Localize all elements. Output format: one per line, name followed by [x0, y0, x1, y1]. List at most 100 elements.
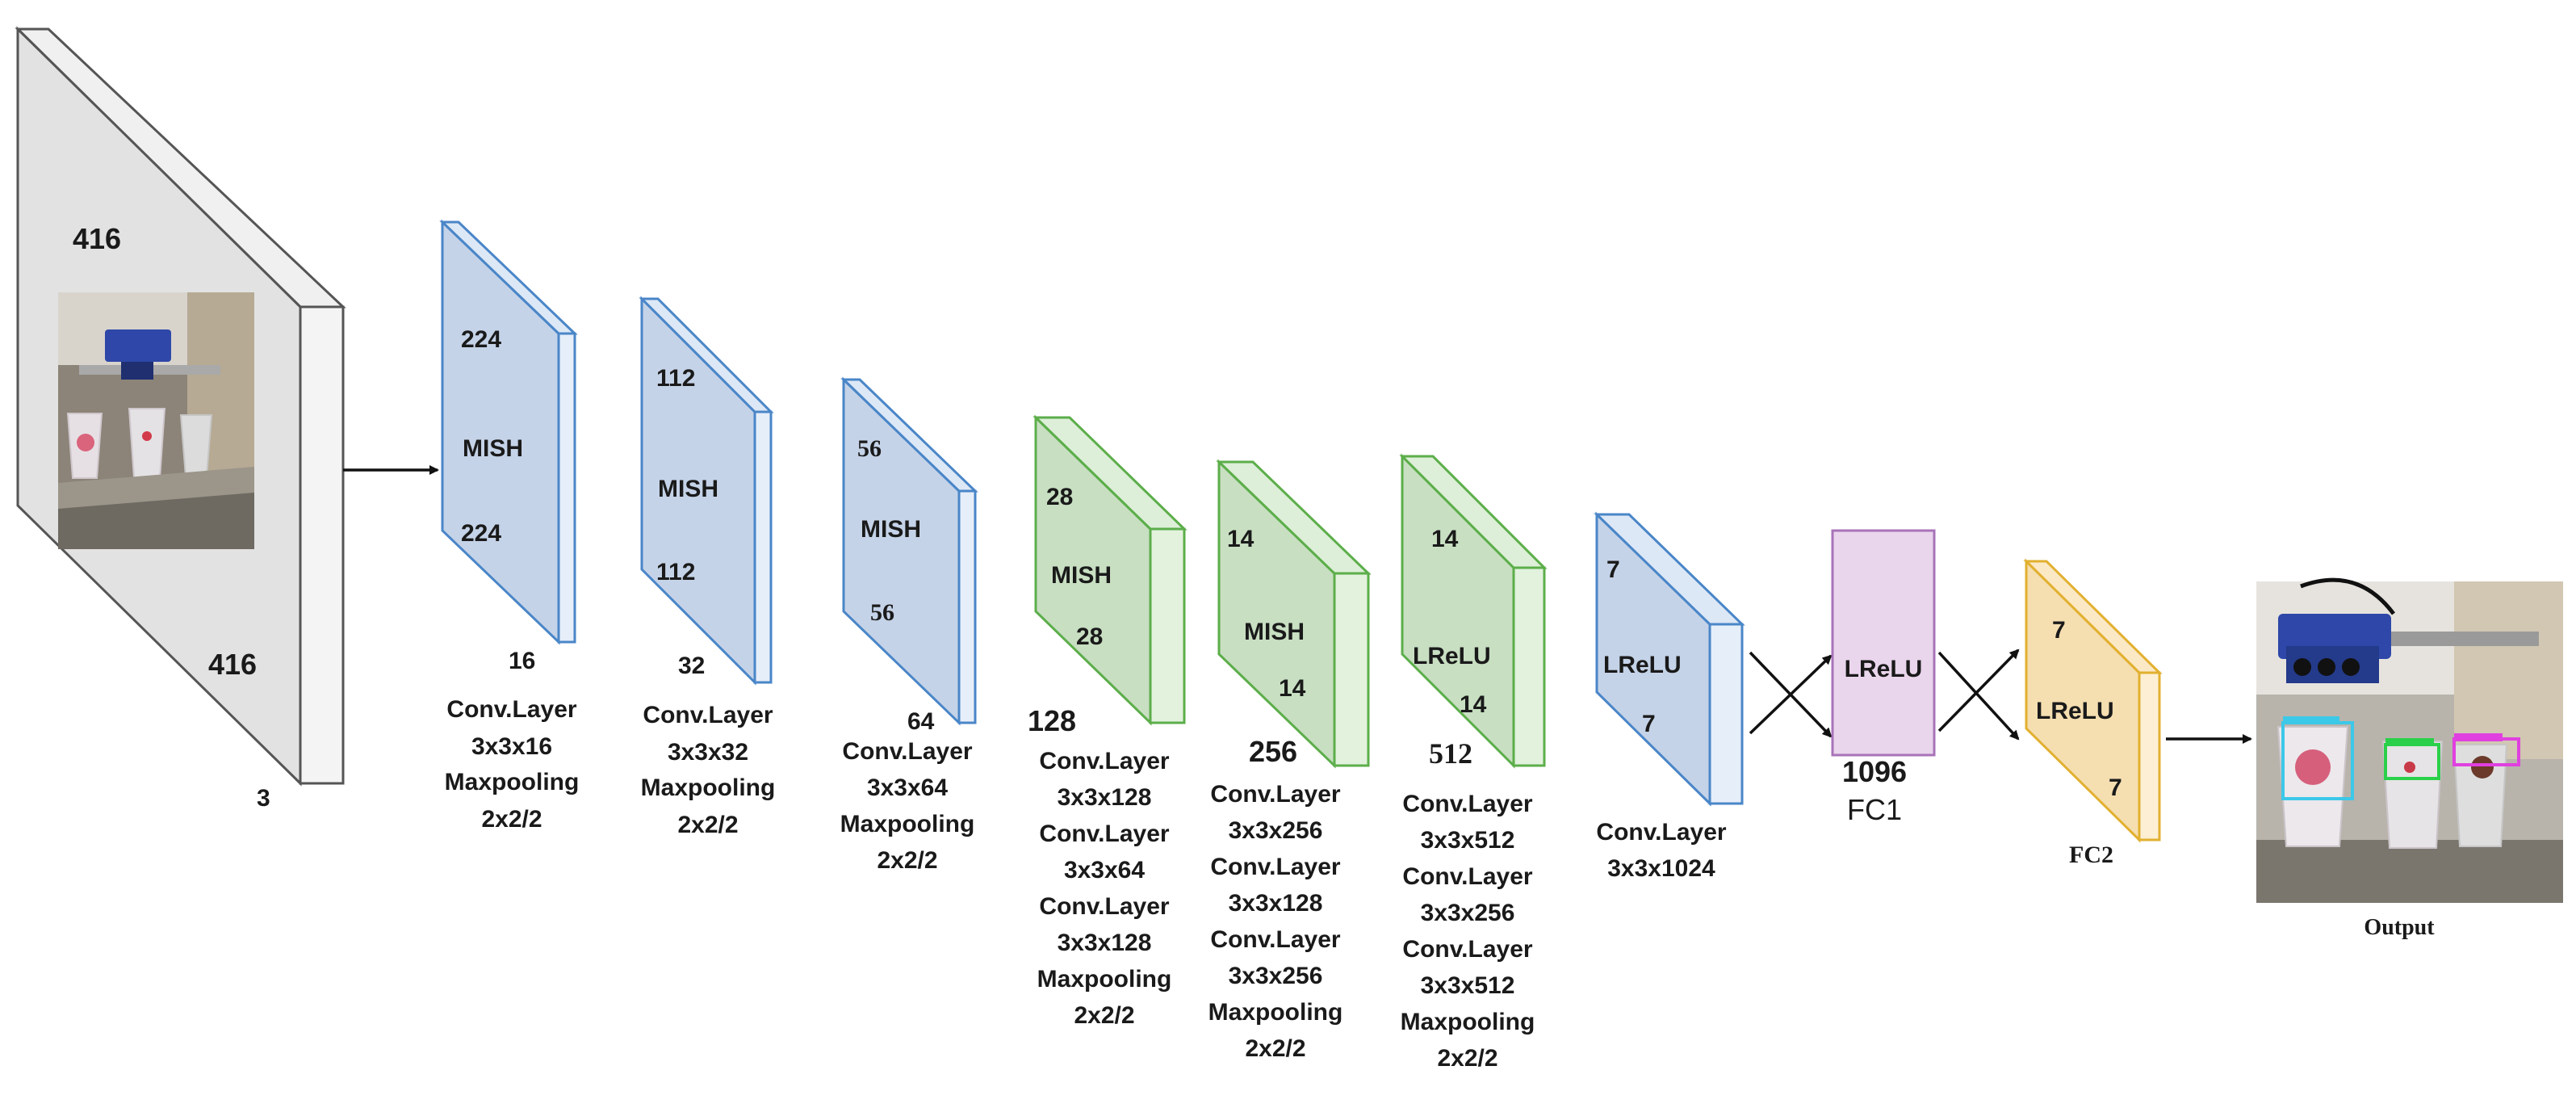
conv-block-5-dim-top: 14	[1227, 526, 1254, 552]
conv-block-2-op-1: 3x3x32	[668, 739, 748, 766]
conv-block-6: 14 LReLU 14 512 Conv.Layer 3x3x512 Conv.…	[1399, 453, 1548, 1072]
conv-block-7-dim-top: 7	[1606, 556, 1620, 583]
conv-block-6-dim-bottom: 14	[1460, 691, 1487, 718]
conv-block-1-activation: MISH	[463, 435, 523, 462]
conv-block-2-ops: Conv.Layer 3x3x32 Maxpooling 2x2/2	[641, 702, 776, 838]
conv-block-4-op-2: Conv.Layer	[1039, 821, 1169, 847]
fc2-dim-bottom: 7	[2109, 774, 2122, 801]
conv-block-1-dim-bottom: 224	[461, 520, 501, 547]
conv-block-5-channels: 256	[1249, 735, 1297, 768]
conv-block-4-op-7: 2x2/2	[1074, 1002, 1134, 1029]
conv-block-1-op-2: Maxpooling	[445, 769, 580, 795]
fc1-block: LReLU 1096 FC1	[1831, 529, 1936, 826]
conv-block-5-activation: MISH	[1244, 619, 1305, 645]
conv-block-3-op-0: Conv.Layer	[842, 738, 972, 765]
conv-block-4-op-1: 3x3x128	[1058, 784, 1152, 811]
fc1-size: 1096	[1842, 755, 1907, 788]
conv-block-1-op-3: 2x2/2	[481, 806, 542, 833]
conv-block-6-op-6: Maxpooling	[1401, 1009, 1535, 1035]
conv-block-7: 7 LReLU 7 Conv.Layer 3x3x1024	[1594, 511, 1745, 882]
conv-block-4-op-4: Conv.Layer	[1039, 893, 1169, 920]
conv-block-3-activation: MISH	[861, 516, 921, 543]
conv-block-1-channels: 16	[509, 648, 535, 674]
arrow-fc1-fc2-down	[1937, 651, 2020, 741]
conv-block-6-op-2: Conv.Layer	[1402, 863, 1532, 890]
conv-block-6-op-4: Conv.Layer	[1402, 936, 1532, 963]
conv-block-4-channels: 128	[1028, 704, 1076, 737]
input-dim-width: 416	[208, 648, 257, 681]
conv-block-6-activation: LReLU	[1413, 643, 1491, 669]
conv-block-4-ops: Conv.Layer 3x3x128 Conv.Layer 3x3x64 Con…	[1037, 748, 1172, 1029]
arrow-fc1-fc2-up	[1937, 648, 2020, 732]
conv-block-1-ops: Conv.Layer 3x3x16 Maxpooling 2x2/2	[445, 696, 580, 833]
conv-block-6-side	[1512, 566, 1546, 767]
conv-block-7-side	[1708, 623, 1744, 805]
conv-block-4: 28 MISH 28 128 Conv.Layer 3x3x128 Conv.L…	[1028, 414, 1187, 1029]
conv-block-3-op-3: 2x2/2	[877, 847, 937, 874]
output-image: Output	[2256, 577, 2563, 940]
conv-block-4-dim-top: 28	[1046, 484, 1073, 510]
conv-block-3-dim-bottom: 56	[870, 599, 894, 626]
conv-block-1-op-1: 3x3x16	[471, 733, 552, 760]
conv-block-2-dim-bottom: 112	[656, 559, 695, 585]
conv-block-1-op-0: Conv.Layer	[446, 696, 576, 723]
fc2-side	[2138, 671, 2161, 841]
conv-block-5-op-4: Conv.Layer	[1210, 926, 1340, 953]
conv-block-4-side	[1149, 527, 1186, 724]
fc2-block: 7 LReLU 7 FC2	[2023, 558, 2163, 868]
conv-block-7-ops: Conv.Layer 3x3x1024	[1596, 819, 1726, 882]
conv-block-3-dim-top: 56	[857, 435, 882, 462]
input-image	[58, 292, 254, 549]
conv-block-7-op-1: 3x3x1024	[1607, 855, 1715, 882]
conv-block-3-ops: Conv.Layer 3x3x64 Maxpooling 2x2/2	[840, 738, 975, 874]
conv-block-3-op-2: Maxpooling	[840, 811, 975, 837]
conv-block-1-front	[441, 219, 560, 645]
input-block-side	[299, 305, 345, 785]
fc2-label: FC2	[2069, 841, 2113, 868]
conv-block-5-op-0: Conv.Layer	[1210, 781, 1340, 808]
conv-block-2-channels: 32	[678, 653, 705, 679]
conv-block-6-channels: 512	[1429, 737, 1472, 770]
conv-block-4-op-3: 3x3x64	[1064, 857, 1145, 883]
conv-block-1-side	[557, 332, 576, 644]
conv-block-2-op-0: Conv.Layer	[643, 702, 773, 728]
conv-block-6-dim-top: 14	[1431, 526, 1459, 552]
conv-block-7-op-0: Conv.Layer	[1596, 819, 1726, 846]
conv-block-3: 56 MISH 56 64 Conv.Layer 3x3x64 Maxpooli…	[840, 376, 978, 874]
conv-block-2: 112 MISH 112 32 Conv.Layer 3x3x32 Maxpoo…	[639, 296, 776, 838]
arrow-conv7-fc1-up	[1749, 654, 1833, 735]
conv-block-5-op-6: Maxpooling	[1208, 999, 1343, 1026]
conv-block-7-activation: LReLU	[1603, 652, 1682, 678]
output-label: Output	[2364, 915, 2435, 940]
conv-block-2-op-3: 2x2/2	[677, 812, 738, 838]
conv-block-1: 224 MISH 224 16 Conv.Layer 3x3x16 Maxpoo…	[439, 219, 580, 833]
conv-block-2-side	[753, 410, 773, 684]
input-dim-channels: 3	[257, 785, 270, 812]
input-block: 416 416 3	[15, 26, 346, 812]
conv-block-6-op-5: 3x3x512	[1421, 972, 1515, 999]
conv-block-6-op-1: 3x3x512	[1421, 827, 1515, 854]
conv-block-4-op-5: 3x3x128	[1058, 930, 1152, 956]
conv-block-2-op-2: Maxpooling	[641, 774, 776, 801]
conv-block-2-dim-top: 112	[656, 365, 695, 392]
conv-block-5-op-5: 3x3x256	[1229, 963, 1323, 989]
conv-block-4-op-6: Maxpooling	[1037, 966, 1172, 993]
fc1-label: FC1	[1847, 793, 1902, 826]
conv-block-5-dim-bottom: 14	[1279, 675, 1306, 702]
connections-fc1-to-fc2	[1937, 648, 2020, 741]
conv-block-4-op-0: Conv.Layer	[1039, 748, 1169, 774]
conv-block-6-op-7: 2x2/2	[1437, 1045, 1497, 1072]
input-dim-height: 416	[73, 222, 121, 255]
conv-block-3-op-1: 3x3x64	[867, 774, 948, 801]
fc1-rect	[1831, 529, 1936, 757]
conv-block-6-op-3: 3x3x256	[1421, 900, 1515, 926]
conv-block-3-channels: 64	[907, 708, 935, 735]
conv-block-1-dim-top: 224	[461, 326, 501, 353]
conv-block-5-side	[1333, 572, 1370, 767]
conv-block-7-dim-bottom: 7	[1642, 711, 1656, 737]
conv-block-5-op-7: 2x2/2	[1245, 1035, 1305, 1062]
conv-block-5-op-3: 3x3x128	[1229, 890, 1323, 917]
conv-block-2-activation: MISH	[658, 476, 718, 502]
